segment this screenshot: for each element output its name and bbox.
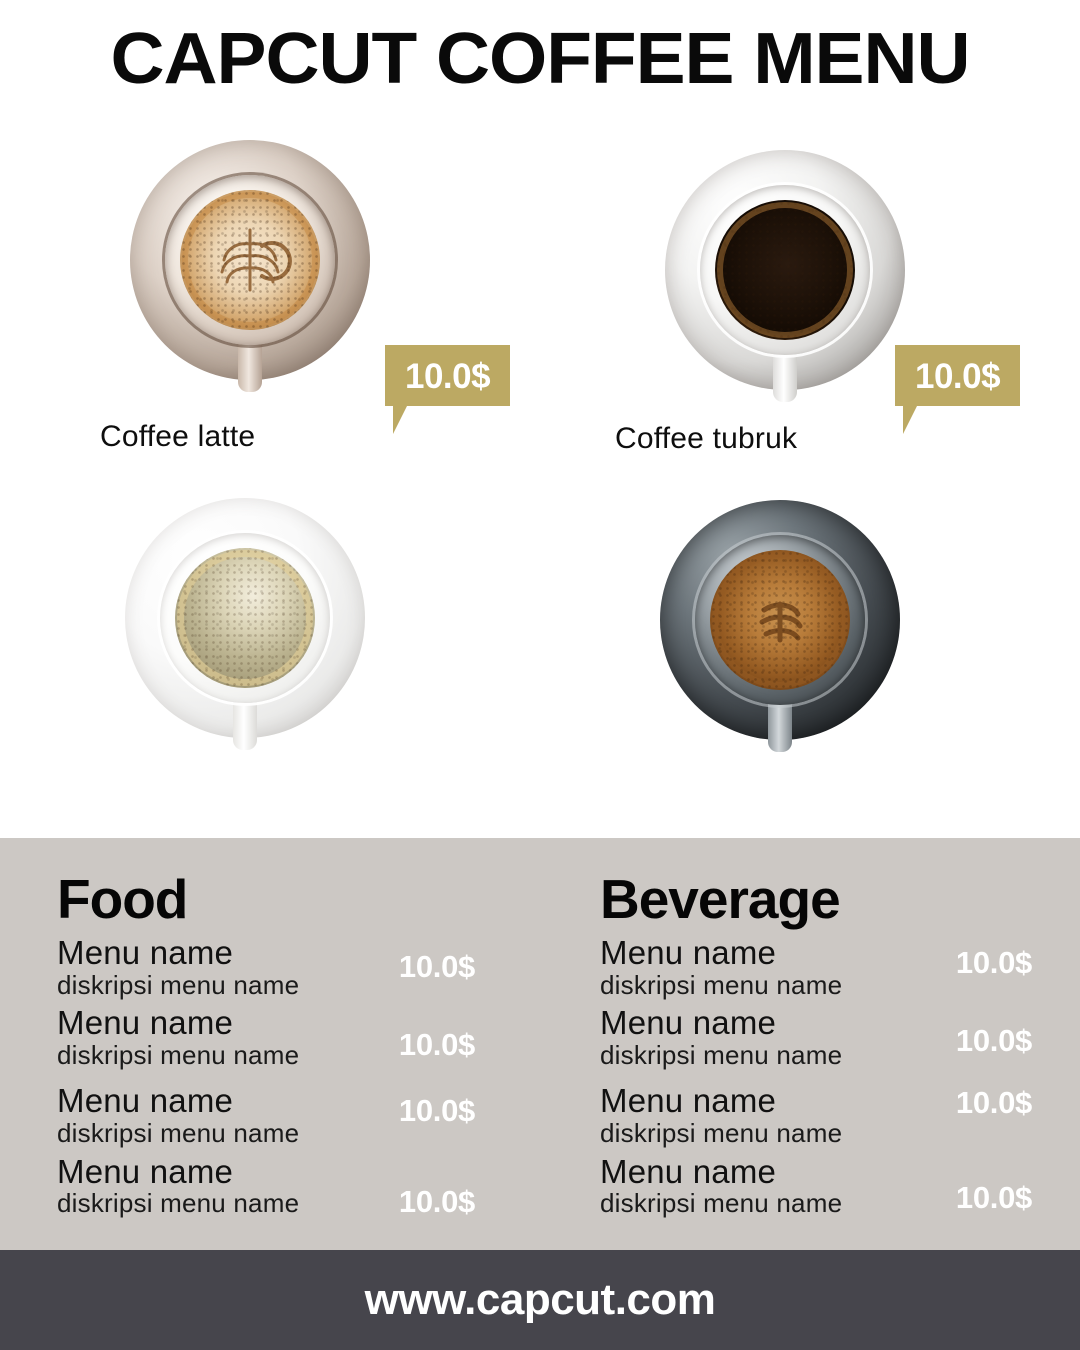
menu-row-text: Menu name diskripsi menu name — [57, 935, 299, 999]
latte-cup-icon — [130, 140, 370, 400]
menu-item-price: 10.0$ — [398, 1093, 475, 1129]
foam-texture — [175, 548, 315, 688]
page-title: CAPCUT COFFEE MENU — [110, 19, 970, 99]
menu-item-price: 10.0$ — [955, 1179, 1032, 1215]
coffee-card-latte[interactable]: 10.0$ Coffee latte — [30, 140, 511, 480]
machiato-cup-icon — [125, 498, 365, 758]
cup-handle-shape — [768, 696, 792, 752]
coffee-surface — [710, 550, 850, 690]
coffee-card-coklat[interactable]: 10.0$ Coffee coklat — [560, 500, 1030, 963]
menu-item-desc: diskripsi menu name — [600, 1039, 843, 1070]
beverage-column: Beverage Menu name diskripsi menu name 1… — [600, 872, 1050, 1218]
menu-row-text: Menu name diskripsi menu name — [600, 1005, 842, 1069]
menu-row[interactable]: Menu name diskripsi menu name 10.0$ — [57, 1083, 507, 1147]
website-url[interactable]: www.capcut.com — [364, 1275, 716, 1324]
coffee-name-label: Coffee latte — [100, 420, 256, 453]
menu-item-desc: diskripsi menu name — [600, 1118, 843, 1149]
menu-item-desc: diskripsi menu name — [57, 1118, 300, 1149]
menu-row[interactable]: Menu name diskripsi menu name 10.0$ — [600, 1154, 1050, 1218]
menu-item-name: Menu name — [57, 1082, 234, 1120]
menu-item-name: Menu name — [600, 1152, 777, 1190]
menu-item-price: 10.0$ — [955, 945, 1032, 980]
menu-row[interactable]: Menu name diskripsi menu name 10.0$ — [600, 935, 1050, 999]
coffee-product-grid: 10.0$ Coffee latte 10.0$ Coffee tubruk — [0, 140, 1080, 963]
foam-texture — [715, 200, 855, 340]
foam-texture — [180, 190, 320, 330]
menu-item-desc: diskripsi menu name — [600, 1188, 843, 1219]
coffee-name-label: Coffee tubruk — [615, 422, 798, 455]
coffee-surface — [175, 548, 315, 688]
menu-row[interactable]: Menu name diskripsi menu name 10.0$ — [57, 1154, 507, 1220]
menu-item-name: Menu name — [600, 934, 777, 971]
menu-panel: Food Menu name diskripsi menu name 10.0$… — [0, 838, 1080, 1250]
menu-item-name: Menu name — [57, 1152, 234, 1190]
coffee-surface — [715, 200, 855, 340]
menu-row-text: Menu name diskripsi menu name — [57, 1083, 299, 1147]
menu-item-price: 10.0$ — [398, 949, 475, 984]
menu-item-desc: diskripsi menu name — [57, 1039, 300, 1070]
menu-item-desc: diskripsi menu name — [57, 969, 300, 1000]
menu-item-name: Menu name — [600, 1082, 777, 1120]
coffee-surface — [180, 190, 320, 330]
menu-row-text: Menu name diskripsi menu name — [600, 935, 842, 999]
beverage-row-list: Menu name diskripsi menu name 10.0$ Menu… — [600, 935, 1050, 1218]
menu-row-text: Menu name diskripsi menu name — [57, 1005, 299, 1069]
menu-item-price: 10.0$ — [398, 1183, 475, 1219]
menu-row[interactable]: Menu name diskripsi menu name 10.0$ — [600, 1083, 1050, 1147]
coklat-cup-icon — [660, 500, 900, 760]
cup-handle-shape — [233, 694, 257, 750]
menu-item-desc: diskripsi menu name — [600, 969, 843, 1000]
menu-row[interactable]: Menu name diskripsi menu name 10.0$ — [600, 1005, 1050, 1069]
price-tag: 10.0$ — [385, 345, 511, 434]
cup-handle-shape — [773, 346, 797, 402]
menu-row-text: Menu name diskripsi menu name — [57, 1154, 299, 1218]
tubruk-cup-icon — [665, 150, 905, 410]
menu-item-name: Menu name — [57, 1004, 234, 1042]
coffee-card-machiato[interactable]: 10.0$ Coffee machiato — [25, 498, 506, 961]
menu-row-text: Menu name diskripsi menu name — [600, 1154, 842, 1218]
foam-texture — [710, 550, 850, 690]
menu-item-desc: diskripsi menu name — [57, 1188, 300, 1219]
coffee-card-tubruk[interactable]: 10.0$ Coffee tubruk — [565, 150, 1035, 490]
menu-item-price: 10.0$ — [955, 1085, 1032, 1121]
food-heading: Food — [57, 868, 188, 930]
price-tag: 10.0$ — [895, 345, 1021, 434]
rosetta-latte-art-icon — [220, 228, 292, 292]
cocoa-dust-art-icon — [759, 601, 803, 643]
menu-item-name: Menu name — [57, 934, 234, 971]
menu-item-price: 10.0$ — [398, 1027, 475, 1063]
menu-row[interactable]: Menu name diskripsi menu name 10.0$ — [57, 1005, 507, 1069]
menu-row[interactable]: Menu name diskripsi menu name 10.0$ — [57, 935, 507, 999]
footer-bar: www.capcut.com — [0, 1250, 1080, 1350]
menu-item-price: 10.0$ — [955, 1023, 1032, 1059]
menu-item-name: Menu name — [600, 1004, 777, 1042]
menu-row-text: Menu name diskripsi menu name — [600, 1083, 842, 1147]
beverage-heading: Beverage — [600, 868, 841, 930]
food-row-list: Menu name diskripsi menu name 10.0$ Menu… — [57, 935, 507, 1220]
cup-handle-shape — [238, 336, 262, 392]
food-column: Food Menu name diskripsi menu name 10.0$… — [57, 872, 507, 1220]
